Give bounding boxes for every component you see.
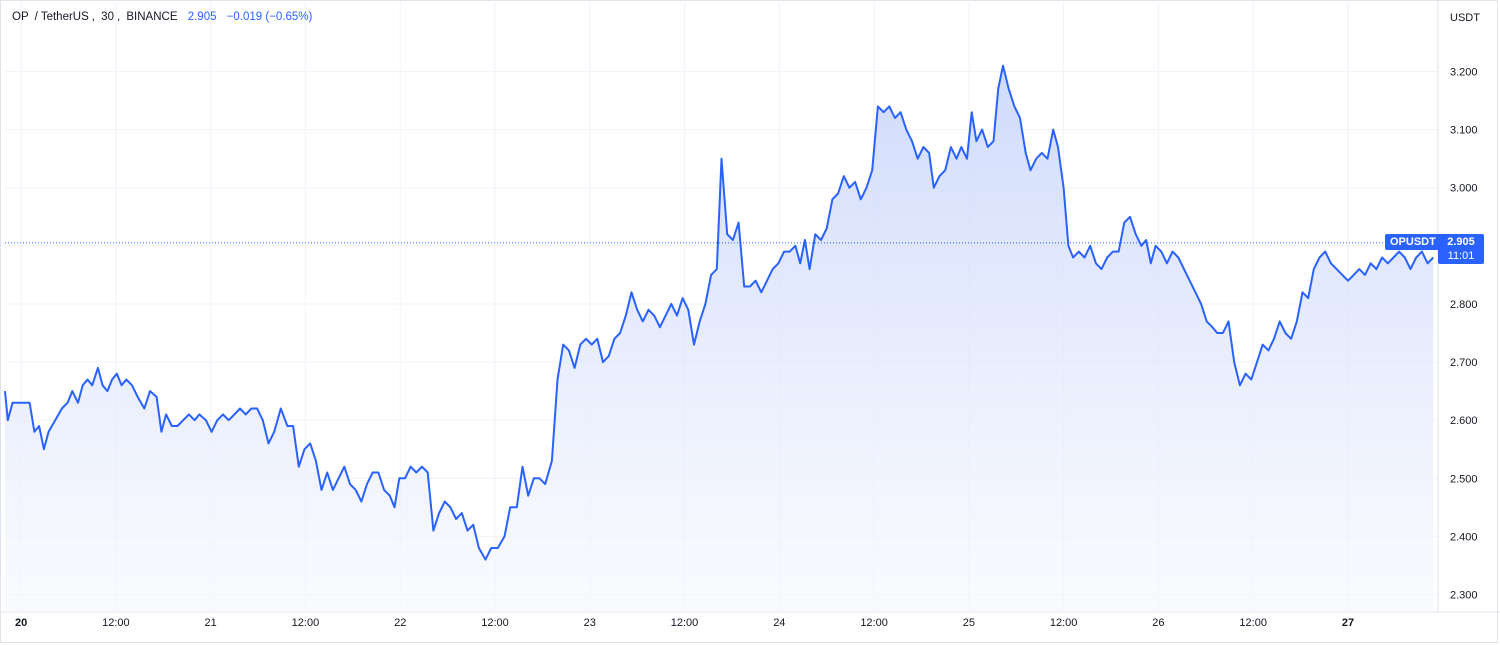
y-tick-label: 3.100 [1450, 125, 1478, 137]
price-change: −0.019 (−0.65%) [226, 11, 313, 23]
symbol-legend[interactable]: OP / TetherUS, 30, BINANCE 2.905 −0.019 (−… [12, 11, 313, 23]
x-tick-label: 12:00 [1239, 617, 1267, 629]
bar-countdown: 11:01 [1447, 250, 1475, 262]
symbol-label: OP [12, 11, 29, 23]
y-tick-label: 2.800 [1450, 299, 1478, 311]
pair-name: TetherUS [40, 11, 89, 23]
exchange-label: BINANCE [126, 11, 178, 23]
x-tick-label: 23 [584, 617, 596, 629]
x-tick-label: 25 [963, 617, 975, 629]
x-tick-label: 26 [1152, 617, 1164, 629]
x-tick-label: 21 [205, 617, 217, 629]
price-line [4, 64, 1435, 561]
last-price-badge: 2.905 11:01 [1438, 234, 1484, 264]
symbol-price-tag: OPUSDT [1385, 234, 1441, 250]
x-tick-label: 12:00 [860, 617, 888, 629]
x-tick-label: 12:00 [102, 617, 130, 629]
currency-unit-label: USDT [1450, 12, 1480, 24]
last-price-badge-value: 2.905 [1447, 236, 1475, 248]
y-tick-label: 3.000 [1450, 183, 1478, 195]
x-tick-label: 24 [773, 617, 785, 629]
y-tick-label: 2.500 [1450, 473, 1478, 485]
y-tick-label: 2.600 [1450, 415, 1478, 427]
y-tick-label: 2.700 [1450, 357, 1478, 369]
x-tick-label: 12:00 [481, 617, 509, 629]
y-tick-label: 3.200 [1450, 67, 1478, 79]
price-area-fill [5, 65, 1434, 612]
x-tick-label: 27 [1342, 617, 1354, 629]
y-tick-label: 2.400 [1450, 531, 1478, 543]
x-tick-label: 12:00 [292, 617, 320, 629]
x-tick-label: 20 [15, 617, 27, 629]
y-tick-label: 2.300 [1450, 590, 1478, 602]
last-price-value: 2.905 [187, 11, 217, 23]
interval-label: 30 [101, 11, 114, 23]
x-tick-label: 22 [394, 617, 406, 629]
x-tick-label: 12:00 [671, 617, 699, 629]
x-tick-label: 12:00 [1050, 617, 1078, 629]
